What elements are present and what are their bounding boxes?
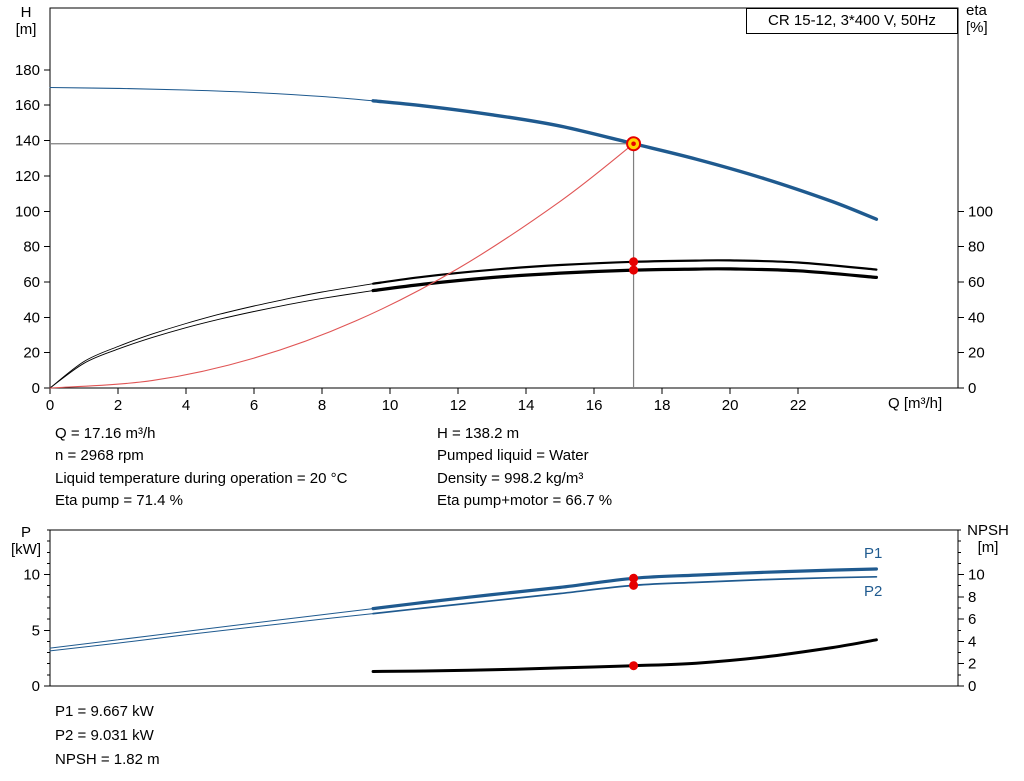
y-right-tick-label: 100 [968, 203, 993, 220]
x-tick-label: 8 [318, 397, 326, 414]
operating-data-right: H = 138.2 m Pumped liquid = Water Densit… [437, 423, 612, 513]
p2-curve [372, 575, 878, 615]
x-tick-label: 12 [450, 397, 467, 414]
x-tick-label: 18 [654, 397, 671, 414]
y-right-tick-label: 4 [968, 633, 976, 650]
x-tick-label: 20 [722, 397, 739, 414]
y-right-tick-label: 60 [968, 274, 985, 291]
p1-value: P1 = 9.667 kW [55, 703, 154, 720]
y-left-tick-label: 180 [15, 62, 40, 79]
eta-axis-unit: [%] [966, 19, 988, 36]
p1-curve [371, 567, 878, 611]
duty-point-dot [629, 257, 639, 267]
duty-point-dot [629, 573, 639, 583]
y-left-tick-label: 0 [32, 678, 40, 695]
p-axis-symbol: P [20, 524, 31, 541]
eta-axis-symbol: eta [966, 2, 987, 19]
duty-point-dot [629, 265, 639, 275]
y-right-tick-label: 0 [968, 380, 976, 397]
y-left-tick-label: 10 [23, 567, 40, 584]
eta-pump-value: Eta pump = 71.4 % [55, 492, 183, 510]
liquid-temperature-value: Liquid temperature during operation = 20… [55, 469, 348, 487]
eta-pump-motor-value: Eta pump+motor = 66.7 % [437, 492, 613, 510]
y-left-tick-label: 20 [23, 345, 40, 362]
p1-curve-label: P1 [864, 545, 883, 562]
y-left-tick-label: 60 [23, 274, 40, 291]
y-right-tick-label: 20 [968, 345, 985, 362]
y-right-tick-label: 6 [968, 611, 976, 628]
operating-point-center [631, 141, 636, 147]
y-right-tick-label: 40 [968, 309, 985, 326]
y-left-tick-label: 140 [15, 133, 40, 150]
eta-pump-motor-curve [371, 267, 878, 293]
density-value: Density = 998.2 kg/m³ [437, 469, 584, 487]
npsh-axis-title: NPSH [m] [962, 522, 1014, 556]
operating-data-left: Q = 17.16 m³/h n = 2968 rpm Liquid tempe… [55, 423, 347, 513]
y-left-tick-label: 40 [23, 309, 40, 326]
plot-frame [49, 529, 959, 687]
flow-value: Q = 17.16 m³/h [55, 425, 156, 442]
eta-axis-title: eta [%] [966, 2, 1010, 36]
q-axis-title: Q [m³/h] [888, 395, 943, 412]
pumped-liquid-value: Pumped liquid = Water [437, 447, 589, 465]
npsh-value: NPSH = 1.82 m [55, 751, 160, 768]
plot-frame [49, 7, 959, 389]
x-tick-label: 2 [114, 397, 122, 414]
y-left-tick-label: 120 [15, 168, 40, 185]
y-right-tick-label: 2 [968, 656, 976, 673]
head-curve-thin [49, 86, 374, 102]
x-tick-label: 0 [46, 397, 54, 414]
p2-curve-label: P2 [864, 583, 883, 600]
x-tick-label: 22 [790, 397, 807, 414]
p1-curve-thin [49, 608, 374, 649]
y-right-tick-label: 10 [968, 567, 985, 584]
x-tick-label: 4 [182, 397, 190, 414]
y-right-tick-label: 80 [968, 239, 985, 256]
head-value: H = 138.2 m [437, 425, 520, 442]
pump-model-title-box: CR 15-12, 3*400 V, 50Hz [746, 8, 958, 34]
x-tick-label: 10 [382, 397, 399, 414]
result-values: P1 = 9.667 kW P2 = 9.031 kW NPSH = 1.82 … [55, 700, 160, 772]
h-axis-symbol: H [20, 4, 32, 21]
npsh-curve [371, 638, 878, 673]
p2-curve-thin [49, 613, 374, 652]
y-left-tick-label: 160 [15, 97, 40, 114]
h-axis-title: H [m] [8, 4, 44, 38]
y-left-tick-label: 80 [23, 239, 40, 256]
x-tick-label: 14 [518, 397, 535, 414]
p-axis-title: P [kW] [6, 524, 46, 558]
y-left-tick-label: 0 [32, 380, 40, 397]
y-left-tick-label: 5 [32, 622, 40, 639]
head-curve [371, 99, 879, 221]
npsh-axis-unit: [m] [977, 539, 999, 556]
y-right-tick-label: 0 [968, 678, 976, 695]
duty-point-dot [629, 580, 639, 590]
h-axis-unit: [m] [15, 21, 37, 38]
y-right-tick-label: 8 [968, 589, 976, 606]
npsh-axis-symbol: NPSH [967, 522, 1009, 539]
y-left-tick-label: 100 [15, 203, 40, 220]
system-curve [49, 143, 635, 389]
eta-pump-motor-curve-thin [49, 290, 374, 389]
speed-value: n = 2968 rpm [55, 447, 144, 465]
duty-point-dot [629, 661, 639, 671]
x-tick-label: 6 [250, 397, 258, 414]
p-axis-unit: [kW] [11, 541, 41, 558]
p2-value: P2 = 9.031 kW [55, 727, 154, 744]
eta-pump-curve-thin [49, 283, 374, 389]
x-tick-label: 16 [586, 397, 603, 414]
